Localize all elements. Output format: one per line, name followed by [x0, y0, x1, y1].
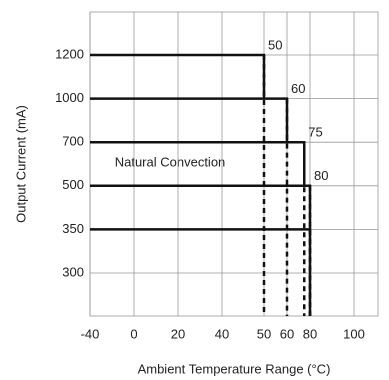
y-tick-label: 500	[62, 177, 84, 192]
y-tick-label: 300	[62, 264, 84, 279]
derating-line	[90, 228, 312, 316]
x-tick-label: 60	[280, 326, 294, 341]
x-tick-label: 20	[171, 326, 185, 341]
annotation: Natural Convection	[115, 154, 226, 169]
y-tick-label: 700	[62, 134, 84, 149]
x-tick-label: 40	[215, 326, 229, 341]
x-tick-label: 0	[130, 326, 137, 341]
value-label: 80	[314, 168, 328, 183]
value-label: 60	[291, 81, 305, 96]
y-axis-title: Output Current (mA)	[13, 105, 28, 223]
x-tick-label: 50	[257, 326, 271, 341]
x-tick-label: 100	[343, 326, 365, 341]
value-label: 75	[308, 125, 322, 140]
y-tick-label: 1000	[55, 90, 84, 105]
x-tick-label: 80	[303, 326, 317, 341]
y-tick-label: 350	[62, 221, 84, 236]
y-tick-label: 1200	[55, 46, 84, 61]
value-label: 50	[268, 37, 282, 52]
derating-line	[90, 184, 312, 230]
derating-line	[90, 97, 289, 143]
x-tick-label: -40	[81, 326, 100, 341]
x-axis-title: Ambient Temperature Range (°C)	[138, 361, 331, 376]
derating-line	[90, 140, 306, 186]
derating-line	[90, 53, 266, 99]
